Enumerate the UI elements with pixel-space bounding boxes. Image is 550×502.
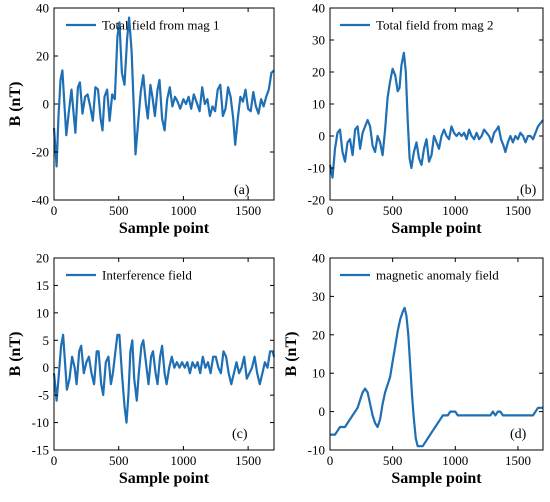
x-tick-label: 500 [383, 203, 403, 218]
panel-label: (c) [232, 427, 248, 442]
legend-label: Interference field [102, 268, 192, 283]
x-axis-label: Sample point [119, 470, 210, 487]
y-tick-label: 10 [312, 97, 325, 112]
series-line-1 [328, 51, 544, 179]
x-axis-label: Sample point [391, 220, 482, 237]
series-line-1 [52, 333, 276, 424]
y-tick-label: 20 [312, 327, 325, 342]
y-tick-label: -40 [32, 193, 49, 208]
axes-frame [329, 7, 544, 201]
y-tick-label: 0 [43, 360, 50, 375]
y-tick-label: 40 [312, 1, 325, 16]
y-tick-label: 0 [319, 129, 326, 144]
y-axis-label: B (nT) [283, 332, 300, 377]
y-tick-label: -5 [38, 388, 49, 403]
series-line-1 [330, 306, 543, 448]
y-tick-label: 5 [43, 333, 50, 348]
y-tick-label: -20 [308, 193, 325, 208]
y-tick-label: 20 [36, 251, 49, 266]
y-tick-label: -10 [32, 415, 49, 430]
y-tick-label: -20 [32, 145, 49, 160]
x-axis-label: Sample point [391, 470, 482, 487]
panel-label: (d) [510, 427, 527, 442]
x-tick-label: 1500 [235, 453, 261, 468]
x-tick-label: 1500 [235, 203, 261, 218]
y-tick-label: 30 [312, 289, 325, 304]
axes-frame [53, 257, 275, 451]
legend-label: Total field from mag 2 [376, 18, 494, 33]
y-tick-label: 40 [312, 251, 325, 266]
x-tick-label: 1000 [170, 453, 196, 468]
axes-frame [329, 257, 544, 451]
y-axis-label: B (nT) [7, 332, 24, 377]
y-tick-label: 0 [43, 97, 50, 112]
x-tick-label: 500 [383, 453, 403, 468]
x-tick-label: 0 [327, 203, 334, 218]
x-tick-label: 0 [327, 453, 334, 468]
x-tick-label: 500 [109, 203, 129, 218]
y-tick-label: 20 [312, 65, 325, 80]
x-tick-label: 1000 [442, 453, 468, 468]
x-tick-label: 1500 [505, 453, 531, 468]
y-tick-label: 40 [36, 1, 49, 16]
y-axis-label: B (nT) [7, 82, 24, 127]
y-tick-label: 0 [319, 404, 326, 419]
chart-panel-1: 0 500 1000 1500 -40 -20 0 20 40 Sample point B (nT… [7, 1, 275, 237]
y-tick-label: 10 [36, 305, 49, 320]
legend-label: Total field from mag 1 [102, 18, 220, 33]
x-axis-label: Sample point [119, 220, 210, 237]
y-tick-label: 10 [312, 366, 325, 381]
series-line-1 [52, 16, 275, 168]
panel-label: (b) [520, 183, 537, 198]
chart-panel-3: 0 500 1000 1500 -15 -10 -5 0 5 10 15 20 Sample point… [7, 251, 276, 487]
y-tick-label: -15 [32, 443, 49, 458]
y-tick-label: -10 [308, 443, 325, 458]
x-tick-label: 1500 [505, 203, 531, 218]
x-tick-label: 1000 [442, 203, 468, 218]
x-tick-label: 0 [51, 453, 58, 468]
x-tick-label: 0 [51, 203, 58, 218]
y-tick-label: -10 [308, 161, 325, 176]
panel-label: (a) [234, 183, 250, 198]
axes-frame [53, 7, 275, 201]
x-tick-label: 500 [109, 453, 129, 468]
legend-label: magnetic anomaly field [376, 268, 499, 283]
y-tick-label: 15 [36, 278, 49, 293]
y-tick-label: 30 [312, 33, 325, 48]
y-tick-label: 20 [36, 49, 49, 64]
x-tick-label: 1000 [170, 203, 196, 218]
chart-panel-2: 0 500 1000 1500 -20 -10 0 10 20 30 40 Sample point T… [308, 1, 544, 237]
